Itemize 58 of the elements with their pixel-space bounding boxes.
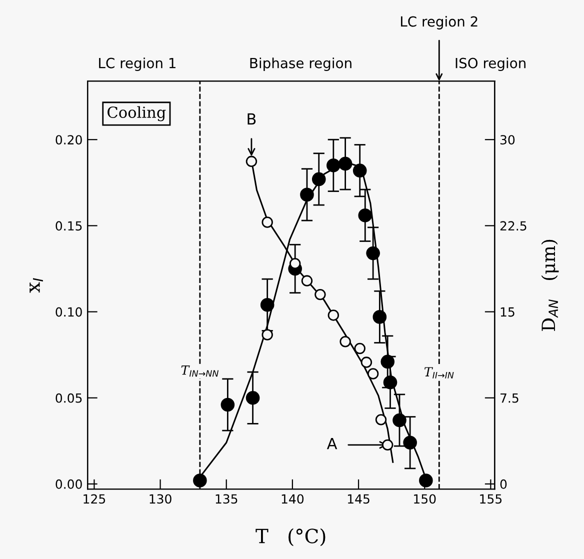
x-tick-label: 150 xyxy=(414,494,436,504)
y-tick-label: 0.00 xyxy=(56,479,82,489)
point xyxy=(312,172,326,186)
point xyxy=(260,298,274,312)
annotation: Cooling xyxy=(108,106,166,122)
point xyxy=(193,474,207,488)
y2-tick-label: 30 xyxy=(500,135,515,145)
point xyxy=(366,246,380,260)
text: D$_{AN}$ (μm) xyxy=(541,240,559,331)
point xyxy=(372,310,387,324)
y2-tick-label: 15 xyxy=(500,307,514,317)
point xyxy=(352,164,367,178)
x-tick-label: 155 xyxy=(480,494,502,504)
point xyxy=(403,436,417,450)
y-tick-label: 0.10 xyxy=(56,307,82,317)
text: Biphase region xyxy=(250,58,352,72)
point xyxy=(220,398,235,412)
x-axis-title: T (°C) xyxy=(256,528,326,546)
point xyxy=(360,356,372,368)
point xyxy=(358,208,372,222)
point xyxy=(338,156,352,171)
y-axis-title: x$_{I}$ xyxy=(30,278,43,293)
y2-tick-label: 22.5 xyxy=(500,221,526,231)
point xyxy=(354,342,366,354)
point xyxy=(326,158,340,172)
point xyxy=(367,368,379,380)
point xyxy=(246,156,258,168)
point xyxy=(380,354,395,369)
annotation: LC region 2 xyxy=(400,16,478,30)
point xyxy=(289,258,301,270)
point xyxy=(314,288,326,300)
point xyxy=(301,275,313,286)
text: ISO region xyxy=(456,58,526,72)
y-tick-label: 0.15 xyxy=(56,221,82,231)
annotation: B xyxy=(248,113,256,125)
point xyxy=(383,375,398,390)
point xyxy=(382,439,394,451)
point xyxy=(262,216,273,228)
point xyxy=(340,336,351,348)
annotation: T$_{II→IN}$ xyxy=(424,367,454,378)
y2-tick-label: 7.5 xyxy=(500,394,518,403)
point xyxy=(328,310,340,321)
x-tick-label: 130 xyxy=(150,494,172,504)
text: LC region 1 xyxy=(99,58,176,72)
x-tick-label: 135 xyxy=(216,494,238,504)
annotation: T$_{IN→NN}$ xyxy=(181,365,219,377)
x-tick-label: 145 xyxy=(348,494,370,504)
point xyxy=(300,188,314,202)
y2-tick-label: 0 xyxy=(500,479,507,489)
point xyxy=(262,329,273,340)
x-tick-label: 140 xyxy=(282,494,304,504)
point xyxy=(375,414,387,426)
annotation: A xyxy=(326,438,338,450)
point xyxy=(392,413,406,428)
y-tick-label: 0.20 xyxy=(56,135,82,145)
y-tick-label: 0.05 xyxy=(56,393,82,403)
point xyxy=(246,390,260,405)
x-tick-label: 125 xyxy=(84,494,106,504)
